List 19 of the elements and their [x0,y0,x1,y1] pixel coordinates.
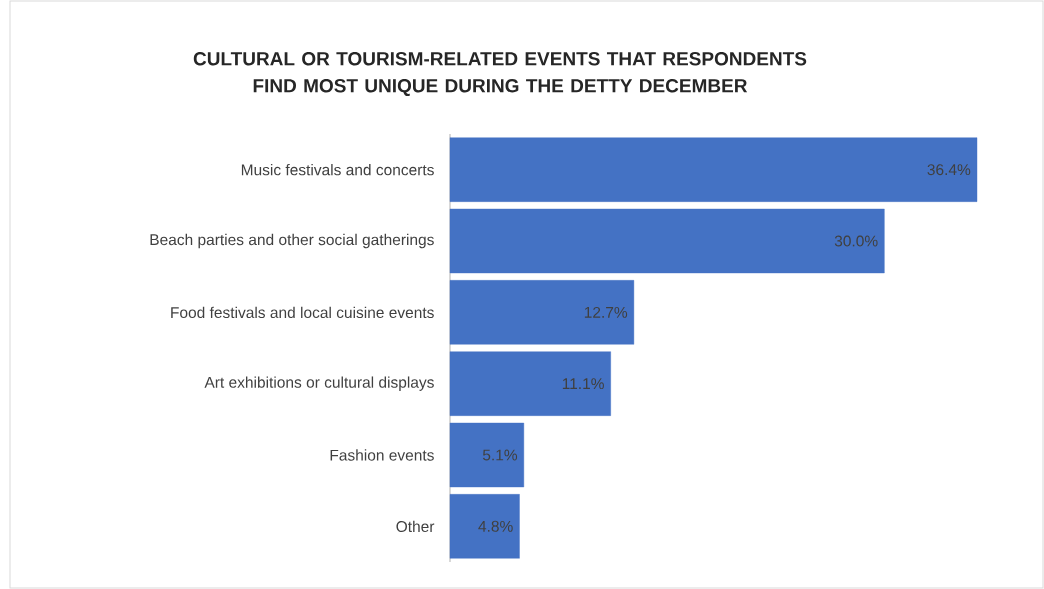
bar [449,494,520,559]
data-label: 5.1% [482,449,518,461]
bar [449,422,525,488]
chart-title: CULTURAL OR TOURISM-RELATED EVENTS THAT RESPONDENTS FIND MOST UNIQUE DURING THE DETTY DECEMBER [193,51,807,96]
data-label: 30.0% [834,235,878,247]
y-tick-label: Food festivals and local cuisine events [171,306,434,319]
y-tick-label: Beach parties and other social gatherings [150,233,434,249]
bar [449,351,611,416]
y-tick-label: Art exhibitions or cultural displays [204,376,434,391]
bar [449,208,885,274]
bar [449,137,978,202]
y-tick-label: Music festivals and concerts [241,163,434,176]
y-tick-label: Other [396,520,435,533]
y-tick-label: Fashion events [330,449,434,461]
bar [449,280,635,345]
data-label: 36.4% [927,164,971,176]
data-label: 11.1% [562,378,604,390]
data-label: 4.8% [478,520,513,532]
data-label: 12.7% [584,306,628,318]
